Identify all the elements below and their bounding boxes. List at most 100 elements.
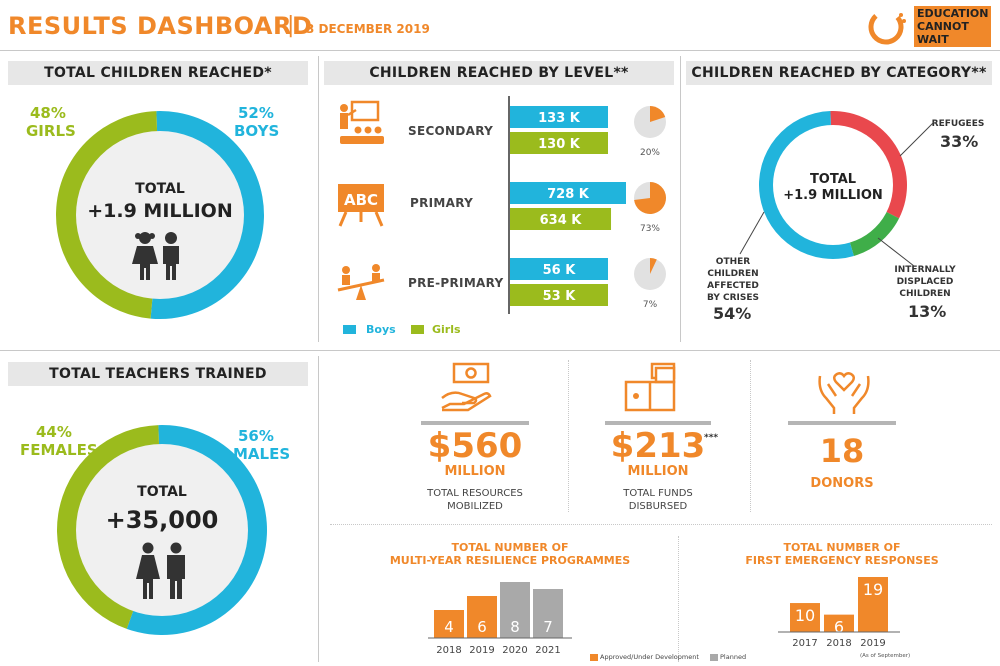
emergency-bar <box>790 603 820 632</box>
girl-boy-icon <box>132 232 179 280</box>
other-label-line-3: AFFECTED <box>707 281 759 291</box>
legend-planned-swatch <box>710 654 718 661</box>
by-level-heading: CHILDREN REACHED BY LEVEL** <box>324 61 674 85</box>
resources-unit: MILLION <box>444 464 506 479</box>
teachers-donut-chart <box>57 425 267 635</box>
level-bar-boys-label: 728 K <box>547 187 590 202</box>
money-hand-icon <box>441 362 492 412</box>
level-bar-girls <box>510 132 608 154</box>
level-share-pct: 7% <box>643 300 658 310</box>
resilience-bar-chart: 4 2018 6 2019 8 2020 7 2021 <box>428 582 572 656</box>
legend-planned-label: Planned <box>720 653 747 661</box>
resilience-bar-value: 8 <box>510 618 520 636</box>
report-date: 3 DECEMBER 2019 <box>306 22 430 36</box>
idp-percent: 13% <box>908 302 947 321</box>
females-label: FEMALES <box>20 441 98 459</box>
other-percent: 54% <box>713 304 752 323</box>
heart-hands-icon <box>818 372 870 414</box>
emergency-year-label: 2018 <box>826 638 851 649</box>
idp-label: INTERNALLY DISPLACED CHILDREN <box>890 264 960 300</box>
legend-girls-swatch <box>411 325 424 334</box>
teachers-total-value: +35,000 <box>105 506 219 534</box>
level-label-primary: PRIMARY <box>410 196 474 210</box>
title-separator: | <box>287 13 295 38</box>
boys-label: BOYS <box>234 122 280 140</box>
level-bar-chart: 133 K 130 K 728 K 634 K 56 K 53 K 20% 73% 7% <box>508 96 666 314</box>
resources-underline <box>421 421 529 425</box>
legend-approved-swatch <box>590 654 598 661</box>
emergency-bar-value: 6 <box>834 618 844 637</box>
legend-girls-label: Girls <box>432 323 461 336</box>
children-donut-chart <box>55 111 264 319</box>
level-bar-girls-label: 634 K <box>540 213 583 228</box>
woman-man-icon <box>136 542 185 599</box>
logo-line-3: WAIT <box>917 33 949 46</box>
other-leader-line <box>739 211 765 255</box>
emergency-year-label: 2019 <box>860 638 885 649</box>
children-total-heading: TOTAL CHILDREN REACHED* <box>8 61 308 85</box>
resilience-bar <box>467 596 497 638</box>
level-share-pie-slice <box>634 182 666 214</box>
refugees-percent: 33% <box>940 132 979 151</box>
header-divider <box>0 50 1000 51</box>
idp-label-line-2: DISPLACED <box>896 277 954 287</box>
funds-note: *** <box>704 433 719 443</box>
category-donut-chart <box>759 111 907 260</box>
emergency-chart-title-line-1: TOTAL NUMBER OF <box>783 541 901 554</box>
level-label-preprimary: PRE-PRIMARY <box>408 276 504 290</box>
resources-desc-line-1: TOTAL RESOURCES <box>427 488 523 499</box>
category-total-value: +1.9 MILLION <box>783 188 883 203</box>
level-bar-boys-label: 133 K <box>538 111 581 126</box>
resilience-year-label: 2018 <box>436 645 461 656</box>
emergency-bar <box>858 577 888 632</box>
level-bar-boys-label: 56 K <box>543 263 577 278</box>
level-share-pct: 73% <box>640 224 660 234</box>
donors-label: DONORS <box>810 476 874 491</box>
funds-desc-line-1: TOTAL FUNDS <box>623 488 693 499</box>
level-label-secondary: SECONDARY <box>408 124 494 138</box>
idp-label-line-3: CHILDREN <box>899 289 951 299</box>
funds-desc-line-2: DISBURSED <box>628 501 688 512</box>
children-total-label: TOTAL <box>135 181 185 197</box>
other-label-line-2: CHILDREN <box>707 269 759 279</box>
category-total-label: TOTAL <box>809 172 857 187</box>
level-share-pie-slice <box>650 258 657 274</box>
resources-value: $560 <box>427 426 523 466</box>
top-divider-1 <box>318 56 319 342</box>
teachers-total-label: TOTAL <box>137 484 187 500</box>
logo-text-block: EDUCATION CANNOT WAIT <box>914 6 992 47</box>
emergency-bar-value: 10 <box>795 606 815 625</box>
level-share-pct: 20% <box>640 148 660 158</box>
by-category-heading: CHILDREN REACHED BY CATEGORY** <box>686 61 992 85</box>
level-bar-girls <box>510 208 612 230</box>
resilience-bar <box>500 582 530 638</box>
resilience-year-label: 2021 <box>535 645 560 656</box>
teacher-classroom-icon <box>340 100 384 144</box>
girls-label: GIRLS <box>26 122 76 140</box>
level-bar-boys <box>510 106 608 128</box>
other-label-line-4: BY CRISES <box>706 293 759 303</box>
emergency-bar <box>824 614 854 632</box>
resilience-bar <box>533 589 563 638</box>
level-share-pie-slice <box>650 106 666 122</box>
emergency-year-label: 2017 <box>792 638 817 649</box>
idp-leader-line <box>877 237 915 267</box>
emergency-chart-title-line-2: FIRST EMERGENCY RESPONSES <box>745 554 939 567</box>
money-box-icon <box>624 362 676 412</box>
level-bar-boys <box>510 258 608 280</box>
refugees-leader-line <box>899 121 935 157</box>
resilience-chart-title-line-2: MULTI-YEAR RESILIENCE PROGRAMMES <box>389 554 631 567</box>
other-label: OTHER CHILDREN AFFECTED BY CRISES <box>698 256 768 304</box>
level-bar-girls-label: 130 K <box>538 137 581 152</box>
top-divider-2 <box>680 56 681 342</box>
children-total-value: +1.9 MILLION <box>87 200 233 222</box>
logo-line-1: EDUCATION <box>917 7 989 20</box>
resilience-year-label: 2019 <box>469 645 494 656</box>
resilience-bar-value: 4 <box>444 618 454 636</box>
boys-percent: 52% <box>238 104 274 122</box>
level-bar-girls-label: 53 K <box>543 289 577 304</box>
donors-value: 18 <box>819 432 865 470</box>
idp-label-line-1: INTERNALLY <box>894 265 956 275</box>
donors-underline <box>788 421 896 425</box>
ecw-logo: EDUCATION CANNOT WAIT <box>866 5 992 49</box>
